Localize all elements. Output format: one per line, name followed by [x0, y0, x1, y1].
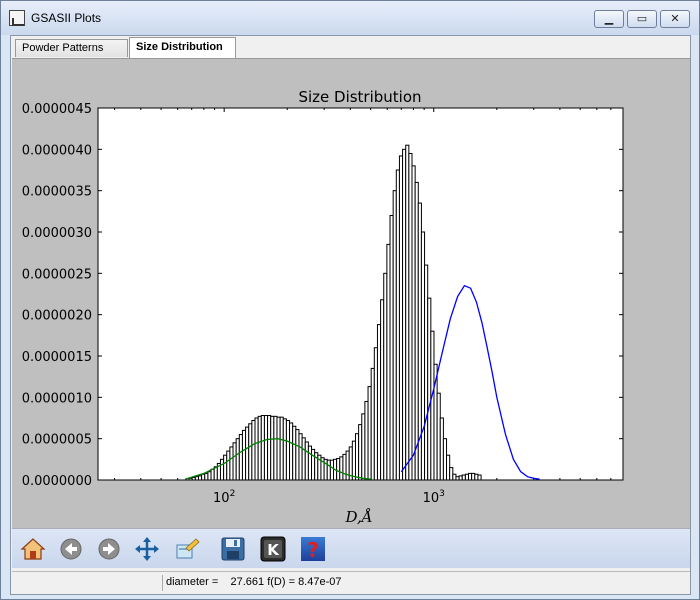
plot-canvas[interactable]: Size Distribution 0.0000000 0.0000005 0.00…: [12, 58, 690, 528]
histogram-bar: [477, 474, 482, 481]
x-tick-label-exponent: 2: [230, 489, 236, 499]
size-distribution-chart[interactable]: Size Distribution 0.00000000.00000050.00…: [12, 59, 690, 529]
x-tick-label-base: 10: [213, 491, 230, 506]
x-axis-label: D,Å: [344, 508, 372, 526]
minimize-icon: ▁: [604, 13, 614, 25]
small-size-fit-curve: [184, 438, 371, 480]
plot-toolbar: K ?: [12, 528, 690, 568]
y-tick-label: 0.0000015: [22, 350, 92, 365]
tab-size-distribution[interactable]: Size Distribution: [129, 37, 236, 58]
save-icon[interactable]: [220, 536, 246, 562]
title-bar[interactable]: GSASII Plots ▁ ▭ ✕: [1, 1, 699, 35]
svg-text:K: K: [267, 541, 280, 559]
maximize-icon: ▭: [636, 13, 648, 25]
plot-frame: [97, 107, 624, 481]
help-icon[interactable]: ?: [300, 536, 326, 562]
svg-text:?: ?: [307, 538, 319, 562]
y-axis: 0.0000000 0.0000005 0.0000010 0.0000015 0.00…: [22, 102, 623, 489]
y-tick-label: 0.0000030: [22, 226, 92, 241]
status-separator: [162, 575, 163, 591]
minimize-button[interactable]: ▁: [594, 10, 624, 28]
y-tick-label: 0.0000010: [22, 391, 92, 406]
pan-icon[interactable]: [134, 536, 160, 562]
x-axis: 102 103: [114, 108, 624, 506]
status-readout: diameter = 27.661 f(D) = 8.47e-07: [166, 576, 342, 588]
y-tick-label: 0.0000020: [22, 309, 92, 324]
forward-icon[interactable]: [96, 536, 122, 562]
histogram-bars: [188, 144, 482, 481]
y-tick-label: 0.0000000: [22, 474, 92, 489]
large-size-fit-curve: [400, 284, 540, 480]
x-tick-label-base: 10: [423, 491, 440, 506]
y-tick-label: 0.0000040: [22, 143, 92, 158]
client-area: Powder Patterns Size Distribution Size D…: [10, 35, 691, 595]
tab-bar: Powder Patterns Size Distribution: [11, 36, 690, 58]
y-tick-label: 0.0000035: [22, 185, 92, 200]
x-tick-label-exponent: 3: [439, 489, 445, 499]
tab-powder-patterns[interactable]: Powder Patterns: [15, 39, 128, 57]
x-tick-label: 103: [423, 489, 445, 506]
back-icon[interactable]: [58, 536, 84, 562]
k-icon[interactable]: K: [260, 536, 286, 562]
x-tick-label: 102: [213, 489, 235, 506]
status-bar: diameter = 27.661 f(D) = 8.47e-07: [12, 571, 690, 593]
close-icon: ✕: [670, 13, 680, 25]
fit-curves: [184, 284, 540, 480]
close-button[interactable]: ✕: [660, 10, 690, 28]
window-title: GSASII Plots: [31, 11, 102, 25]
y-tick-label: 0.0000005: [22, 433, 92, 448]
configure-icon[interactable]: [174, 536, 200, 562]
maximize-button[interactable]: ▭: [627, 10, 657, 28]
y-tick-label: 0.0000025: [22, 267, 92, 282]
y-tick-label: 0.0000045: [22, 102, 92, 117]
chart-title: Size Distribution: [298, 88, 421, 106]
app-icon: [9, 10, 25, 26]
home-icon[interactable]: [20, 536, 46, 562]
